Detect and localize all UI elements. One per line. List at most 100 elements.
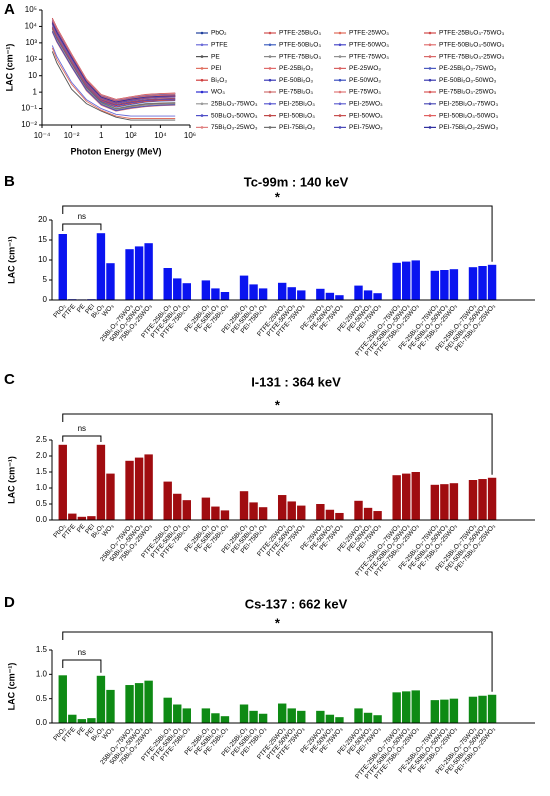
y-tick-label: 2.0 [36, 451, 48, 460]
legend-label: PTFE-75WO₃ [349, 53, 389, 60]
bar [392, 692, 401, 723]
legend-label: PEI-25Bi₂O₃-75WO₃ [439, 101, 498, 108]
y-tick-label: 1.0 [36, 483, 48, 492]
y-tick-label: 15 [38, 235, 47, 244]
legend-label: PEI [211, 65, 222, 72]
legend-label: PTFE-25Bi₂O₃ [279, 30, 321, 37]
bar [325, 292, 335, 300]
bar [220, 716, 230, 723]
bar [182, 500, 191, 520]
bar [277, 282, 287, 300]
x-tick-label: PE [76, 725, 87, 737]
bar [258, 713, 268, 723]
x-tick-label: 10⁶ [184, 131, 196, 140]
bar [392, 262, 401, 300]
legend-label: PEI-75WO₃ [349, 124, 383, 131]
series-line [51, 27, 176, 108]
y-tick-label: 0.0 [36, 718, 48, 727]
legend-marker [200, 78, 204, 82]
significance-label: * [275, 189, 281, 204]
bar [363, 507, 373, 520]
bar [487, 694, 497, 723]
bar [316, 710, 325, 723]
panel-letter: A [4, 1, 15, 18]
bar [478, 479, 487, 520]
bar [325, 714, 335, 723]
bar [258, 507, 268, 520]
bar [87, 516, 96, 520]
legend-marker [428, 55, 432, 58]
y-tick-label: 10³ [25, 38, 37, 47]
y-tick-label: 5 [43, 275, 48, 284]
legend-marker [428, 78, 432, 82]
legend-marker [268, 102, 272, 106]
legend-label: PEI-25Bi₂O₃ [279, 101, 315, 108]
legend-marker [338, 90, 342, 94]
bar [287, 287, 296, 300]
bar [106, 263, 115, 300]
bar [68, 714, 77, 723]
y-tick-label: 1.5 [36, 645, 48, 654]
bar [144, 454, 153, 520]
series-line [51, 51, 176, 121]
bar [430, 270, 440, 300]
significance-label: ns [78, 212, 86, 221]
y-tick-label: 1.5 [36, 467, 48, 476]
significance-bracket [62, 205, 493, 262]
y-tick-label: 20 [38, 215, 47, 224]
bar [134, 457, 144, 520]
legend-label: PTFE-75Bi₂O₃ [279, 53, 321, 60]
y-tick-label: 0.5 [36, 499, 48, 508]
x-tick-label: PE [76, 522, 87, 534]
legend-marker [200, 114, 204, 117]
bar [487, 477, 497, 520]
bar [125, 685, 134, 723]
bar [173, 493, 182, 520]
significance-label: ns [78, 648, 86, 657]
bar [58, 234, 67, 300]
bar [363, 712, 373, 723]
legend-marker [200, 43, 204, 47]
bar [363, 290, 373, 300]
bar [354, 285, 363, 300]
bar [201, 708, 211, 723]
bar [249, 284, 258, 300]
bar [96, 233, 106, 300]
bar [87, 718, 96, 723]
series-line [51, 18, 176, 101]
legend-label: PTFE-25Bi₂O₃-75WO₃ [439, 30, 505, 37]
legend-marker [338, 67, 342, 70]
y-axis-label: LAC (cm⁻¹) [4, 44, 14, 92]
y-tick-label: 10⁵ [25, 5, 37, 14]
x-tick-label: PE [76, 302, 87, 314]
bar [239, 491, 249, 520]
legend-marker [268, 126, 272, 129]
significance-label: * [275, 397, 281, 412]
x-tick-label: 10² [125, 131, 137, 140]
significance-label: ns [78, 424, 86, 433]
bar [106, 473, 115, 520]
legend-marker [268, 114, 272, 117]
bar [440, 699, 449, 723]
bar [163, 697, 172, 723]
legend-label: 75Bi₂O₃-25WO₃ [211, 124, 258, 131]
legend-label: Bi₂O₃ [211, 77, 227, 84]
legend-label: PTFE-50Bi₂O₃-50WO₃ [439, 42, 505, 49]
legend-label: PE-75Bi₂O₃ [279, 89, 313, 96]
series-line [51, 47, 176, 119]
y-tick-label: 1.0 [36, 669, 48, 678]
bar [173, 704, 182, 723]
bar [297, 290, 306, 300]
legend-label: PEI-25WO₃ [349, 101, 383, 108]
x-tick-label: 10⁻⁴ [34, 131, 51, 140]
chart-title: Cs-137 : 662 keV [245, 596, 348, 611]
legend-label: PTFE-25WO₃ [349, 30, 389, 37]
panel-letter: B [4, 173, 15, 190]
bar [402, 473, 411, 520]
bar [163, 268, 172, 300]
bar [430, 700, 440, 723]
legend-marker [428, 114, 432, 117]
y-tick-label: 10 [38, 255, 47, 264]
legend-label: WO₃ [211, 89, 225, 96]
bar [134, 683, 144, 723]
